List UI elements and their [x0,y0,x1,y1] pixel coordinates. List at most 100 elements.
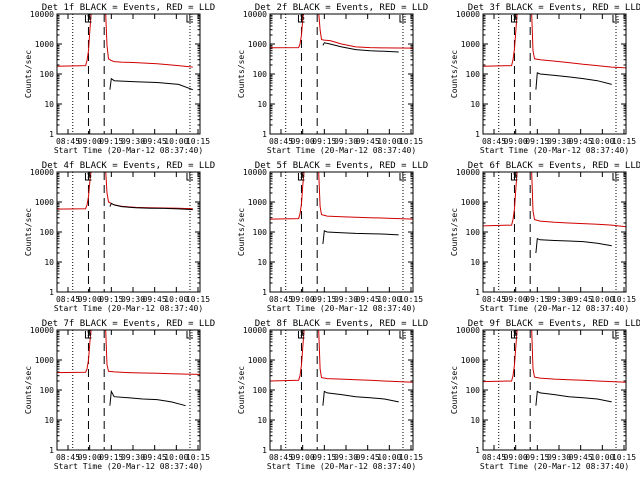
x-tick-label: 09:15 [312,453,336,462]
chart-title: Det 8f BLACK = Events, RED = LLD [255,319,428,329]
chart-title: Det 5f BLACK = Events, RED = LLD [255,161,428,171]
bracket-marker-label: E [615,13,620,22]
y-tick-label: 100 [40,70,55,79]
x-tick-label: 10:15 [399,137,423,146]
y-tick-label: 1000 [35,356,54,365]
x-tick-label: 09:00 [504,453,528,462]
plot-area [57,330,200,450]
x-tick-label: 09:00 [291,453,315,462]
bracket-marker [510,331,518,339]
y-tick-label: 10000 [243,168,267,177]
chart-panel-9: Det 9f BLACK = Events, RED = LLD 1 10 100 10… [450,319,640,471]
x-tick-label: 09:00 [78,295,102,304]
x-tick-label: 10:00 [590,453,614,462]
series-line-lld [483,330,626,383]
chart-title: Det 7f BLACK = Events, RED = LLD [42,319,215,329]
bracket-marker-label: S [87,171,92,180]
y-axis-label: Counts/sec [24,50,33,98]
x-tick-label: 09:15 [312,137,336,146]
plot-frame [56,171,201,293]
y-tick-label: 1000 [461,40,480,49]
plot-area [270,330,413,450]
x-tick-label: 10:00 [164,453,188,462]
chart-title: Det 2f BLACK = Events, RED = LLD [255,3,428,13]
x-tick-label: 09:45 [356,453,380,462]
x-tick-label: 09:30 [334,295,358,304]
x-tick-label: 09:15 [525,453,549,462]
chart-title: Det 6f BLACK = Events, RED = LLD [468,161,640,171]
x-axis-label: Start Time (20-Mar-12 08:37:40) [480,462,629,471]
y-tick-label: 10000 [456,168,480,177]
plot-area [270,172,413,292]
x-tick-label: 09:15 [99,137,123,146]
plot-frame [269,329,414,451]
y-tick-label: 1000 [35,40,54,49]
bracket-marker-label: E [402,13,407,22]
x-tick-label: 08:45 [56,137,80,146]
x-tick-label: 08:45 [56,453,80,462]
y-tick-label: 100 [466,70,481,79]
y-tick-label: 1000 [248,198,267,207]
x-tick-label: 10:00 [377,137,401,146]
y-tick-label: 1000 [248,40,267,49]
bracket-marker [510,173,518,181]
x-axis-label: Start Time (20-Mar-12 08:37:40) [54,146,203,155]
y-tick-label: 10000 [30,10,54,19]
y-tick-label: 1 [49,288,54,297]
x-tick-label: 09:00 [291,295,315,304]
y-tick-label: 1000 [248,356,267,365]
x-tick-label: 10:15 [186,453,210,462]
plot-area [483,14,626,134]
y-axis-label: Counts/sec [450,50,459,98]
bracket-marker [84,173,92,181]
series-line-lld [57,330,200,375]
y-tick-label: 1 [49,130,54,139]
x-tick-label: 09:45 [569,137,593,146]
bracket-marker-label: S [300,171,305,180]
plot-frame [482,171,627,293]
bracket-marker-label: E [615,171,620,180]
y-axis-label: Counts/sec [450,208,459,256]
bracket-marker [399,15,406,23]
chart-panel-5: Det 5f BLACK = Events, RED = LLD 1 10 100 10… [237,161,428,313]
y-tick-label: 100 [253,70,268,79]
bracket-marker-label: E [189,329,194,338]
x-tick-label: 09:45 [143,295,167,304]
series-line-events [322,390,399,406]
chart-panel-7: Det 7f BLACK = Events, RED = LLD 1 10 100 10… [24,319,215,471]
plot-frame [56,329,201,451]
bracket-marker [186,173,193,181]
chart-panel-2: Det 2f BLACK = Events, RED = LLD 1 10 100 10… [237,3,428,155]
bracket-marker-label: E [189,171,194,180]
bracket-marker [297,331,305,339]
chart-title: Det 3f BLACK = Events, RED = LLD [468,3,640,13]
series-line-lld [270,172,413,220]
x-tick-label: 09:30 [334,137,358,146]
bracket-marker-label: S [513,329,518,338]
plot-frame [482,329,627,451]
bracket-marker-label: S [300,13,305,22]
bracket-marker-label: S [300,329,305,338]
series-line-events [322,230,399,244]
bracket-marker-label: E [615,329,620,338]
x-tick-label: 10:15 [612,137,636,146]
x-tick-label: 09:00 [291,137,315,146]
chart-panel-8: Det 8f BLACK = Events, RED = LLD 1 10 100 10… [237,319,428,471]
y-tick-label: 100 [466,228,481,237]
y-tick-label: 10 [44,258,54,267]
series-line-events [322,42,399,53]
series-line-lld [270,14,413,49]
x-tick-label: 09:15 [525,295,549,304]
y-tick-label: 10000 [456,326,480,335]
x-axis-label: Start Time (20-Mar-12 08:37:40) [267,462,416,471]
plot-frame [269,13,414,135]
x-tick-label: 10:00 [164,295,188,304]
x-tick-label: 09:30 [334,453,358,462]
x-tick-label: 09:45 [356,137,380,146]
y-axis-label: Counts/sec [24,208,33,256]
chart-panel-6: Det 6f BLACK = Events, RED = LLD 1 10 100 10… [450,161,640,313]
y-tick-label: 100 [253,386,268,395]
chart-panel-4: Det 4f BLACK = Events, RED = LLD 1 10 100 10… [24,161,215,313]
x-tick-label: 10:00 [164,137,188,146]
y-tick-label: 100 [40,228,55,237]
